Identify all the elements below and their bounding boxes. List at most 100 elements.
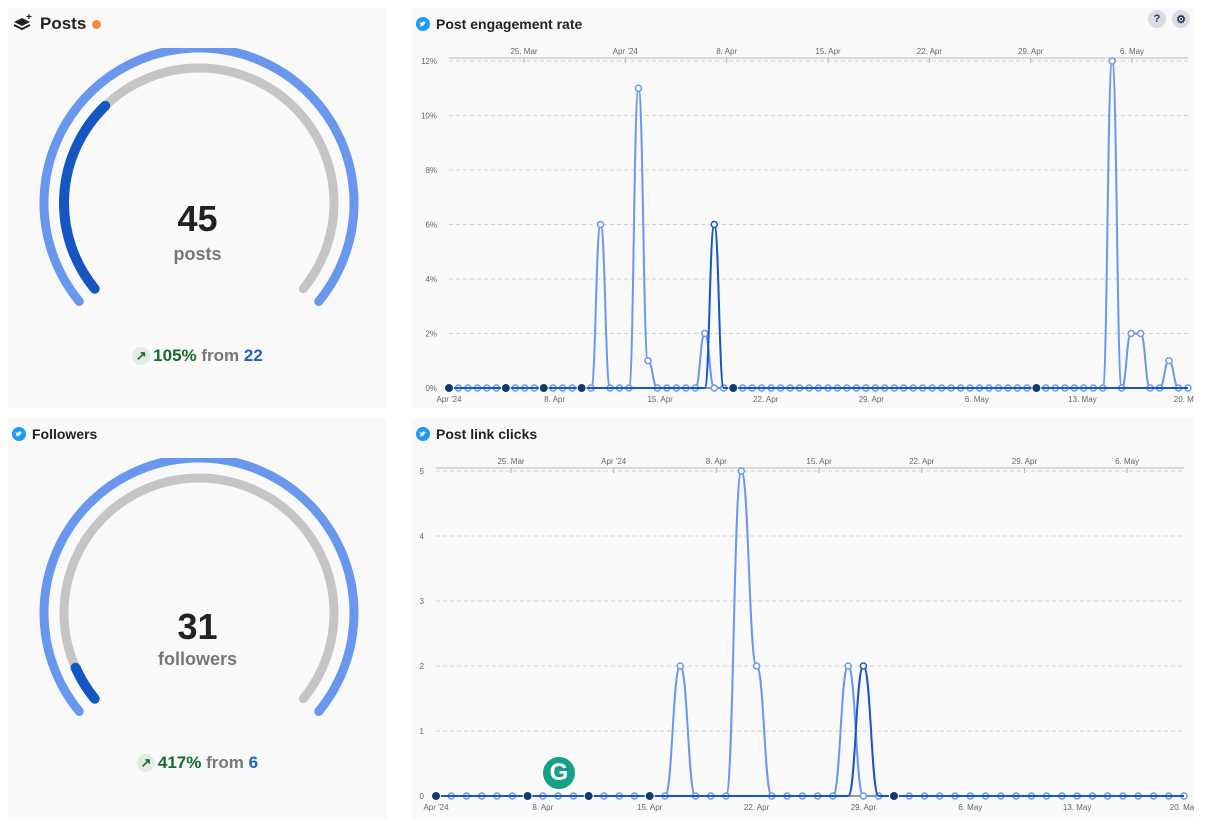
x-tick-label: 29. Apr [851, 803, 877, 812]
series-line [448, 59, 1188, 390]
top-tick-label: 25. Mar [510, 47, 537, 56]
top-tick-label: Apr '24 [613, 47, 639, 56]
top-tick-label: 22. Apr [909, 457, 935, 466]
followers-unit: followers [157, 649, 237, 669]
posts-unit: posts [173, 244, 222, 264]
top-tick-label: 8. Apr [716, 47, 737, 56]
data-point [844, 662, 852, 670]
x-tick-label: Apr '24 [436, 395, 462, 404]
followers-title: Followers [32, 426, 98, 442]
y-tick-label: 2 [420, 662, 425, 671]
posts-count: 45 [177, 198, 218, 239]
y-tick-label: 1 [420, 727, 425, 736]
clicks-chart: 25. Mar Apr '24 8. Apr 15. Apr 22. Apr 29. Ap… [420, 457, 1194, 812]
highlight-point [522, 791, 533, 801]
top-tick-label: 29. Apr [1012, 457, 1038, 466]
gauge-outer-arc [39, 48, 359, 306]
x-tick-label: 6. May [958, 803, 982, 812]
data-point [701, 329, 709, 338]
data-point [1165, 357, 1173, 365]
posts-header: Posts [12, 12, 102, 36]
posts-gauge: 45 posts [8, 48, 387, 348]
data-point [710, 220, 719, 229]
data-point [644, 357, 652, 365]
top-tick-label: 29. Apr [1018, 47, 1044, 56]
x-tick-label: 8. Apr [544, 395, 565, 404]
followers-delta: ↗ 417% from 6 [8, 753, 387, 773]
posts-title: Posts [40, 14, 87, 33]
layers-icon [12, 13, 34, 35]
y-tick-label: 12% [421, 57, 437, 66]
y-tick-label: 3 [420, 597, 425, 606]
followers-delta-base: 6 [248, 753, 259, 772]
clicks-title: Post link clicks [436, 426, 538, 442]
engagement-header: Post engagement rate [416, 12, 582, 36]
highlight-point [888, 791, 899, 801]
twitter-icon [12, 427, 26, 441]
gauge-track [59, 473, 339, 704]
top-tick-label: 15. Apr [815, 47, 841, 56]
engagement-chart: 25. Mar Apr '24 8. Apr 15. Apr 22. Apr 29. Ap… [421, 47, 1194, 404]
x-tick-label: 13. May [1063, 803, 1091, 812]
data-point [634, 84, 643, 92]
highlight-point [431, 791, 441, 801]
x-tick-label: 8. Apr [532, 803, 553, 812]
x-tick-label: 13. May [1068, 395, 1096, 404]
series-line [435, 469, 1184, 797]
series-line [448, 223, 1188, 390]
question-icon[interactable]: ? [1148, 10, 1166, 28]
gear-icon[interactable]: ⚙ [1172, 10, 1190, 28]
highlight-point [583, 791, 594, 801]
x-tick-label: 29. Apr [859, 395, 885, 404]
highlight-point [1031, 383, 1042, 393]
highlight-point [576, 383, 587, 393]
x-tick-label: Apr '24 [423, 803, 449, 812]
trend-up-icon: ↗ [132, 347, 151, 365]
clicks-card: Post link clicks 25. Mar Apr '24 8. Apr 15.… [412, 418, 1194, 819]
x-tick-label: 6. May [965, 395, 989, 404]
data-point [859, 662, 868, 670]
top-tick-label: 25. Mar [497, 457, 524, 466]
data-point [710, 384, 719, 392]
data-point [1127, 329, 1135, 338]
data-point [737, 467, 746, 475]
posts-delta-from: from [201, 346, 240, 365]
series-line [435, 664, 1184, 797]
highlight-point [644, 791, 655, 801]
y-tick-label: 5 [420, 467, 425, 476]
data-point [596, 220, 605, 229]
top-tick-label: 15. Apr [806, 457, 832, 466]
y-tick-label: 0 [420, 792, 425, 801]
posts-delta-base: 22 [243, 346, 263, 365]
x-tick-label: 15. Apr [637, 803, 663, 812]
y-tick-label: 10% [421, 112, 437, 121]
data-point [859, 792, 868, 800]
posts-card: Posts 45 posts ↗ 105% from 22 [8, 8, 387, 408]
trend-up-icon: ↗ [136, 754, 155, 772]
followers-card: Followers 31 followers ↗ 417% from 6 [8, 418, 387, 819]
x-tick-label: 20. May [1170, 803, 1194, 812]
top-tick-label: 22. Apr [917, 47, 943, 56]
posts-delta-pct: 105% [153, 346, 197, 365]
followers-count: 31 [177, 606, 218, 647]
followers-header: Followers [12, 422, 97, 446]
x-tick-label: 15. Apr [647, 395, 673, 404]
gauge-outer-arc [39, 458, 359, 716]
top-tick-label: 8. Apr [706, 457, 727, 466]
data-point [1136, 329, 1145, 338]
engagement-title: Post engagement rate [436, 16, 583, 32]
grammarly-icon[interactable]: G [541, 755, 577, 791]
x-tick-label: 22. Apr [753, 395, 779, 404]
y-tick-label: 6% [425, 221, 437, 230]
highlight-point [500, 383, 511, 393]
y-tick-label: 4% [425, 275, 437, 284]
followers-delta-pct: 417% [157, 753, 202, 772]
engagement-card: Post engagement rate ? ⚙ 25. Mar Apr '24 8… [412, 8, 1194, 408]
gauge-fill [70, 662, 100, 704]
twitter-icon [416, 17, 430, 31]
clicks-header: Post link clicks [416, 422, 537, 446]
top-tick-label: Apr '24 [601, 457, 627, 466]
top-tick-label: 6. May [1120, 47, 1144, 56]
posts-delta: ↗ 105% from 22 [8, 346, 387, 366]
y-tick-label: 2% [425, 330, 437, 339]
